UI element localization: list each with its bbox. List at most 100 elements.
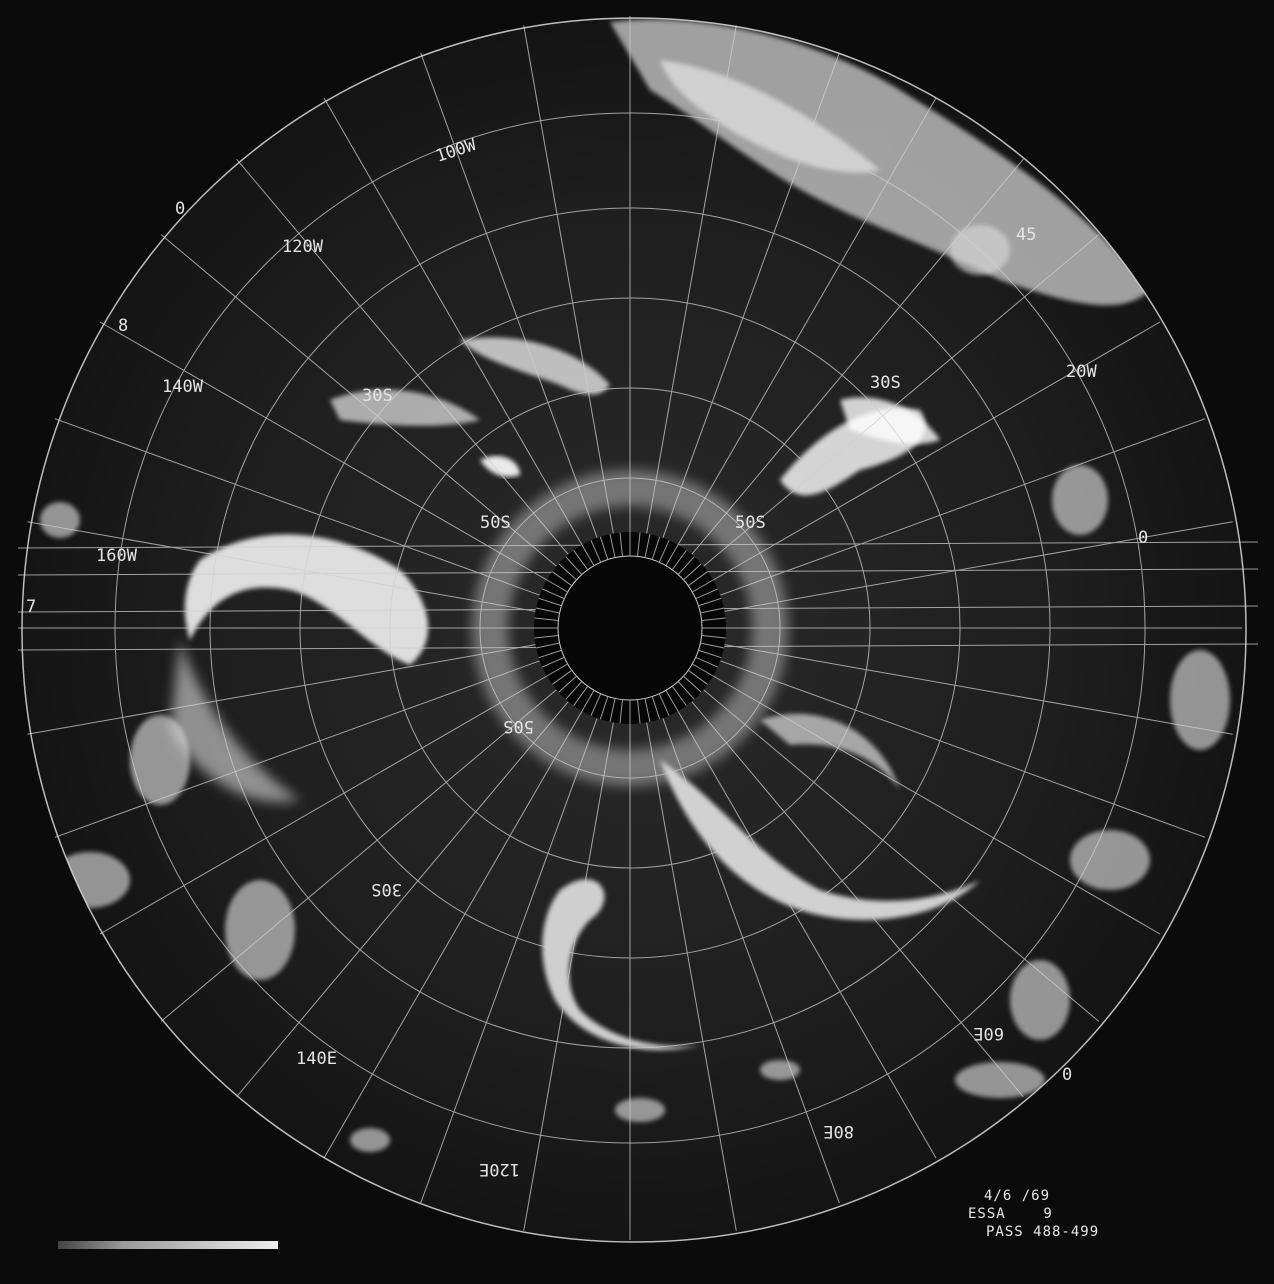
meridian-line <box>691 158 1024 555</box>
pole-tick <box>599 696 609 720</box>
pole-tick <box>535 607 560 614</box>
meridian-line <box>703 234 1100 567</box>
meridian-line <box>646 722 737 1231</box>
meridian-line <box>677 97 937 546</box>
pole-tick <box>581 544 595 566</box>
label-60e: 60E <box>973 1023 1004 1043</box>
pole-tick <box>581 690 595 712</box>
label-0-bottom: 0 <box>1062 1065 1072 1085</box>
pole-tick <box>665 690 679 712</box>
pole-tick <box>683 563 702 581</box>
caption-satellite: ESSA 9 <box>968 1206 1053 1222</box>
pole-tick <box>535 642 560 649</box>
pole-tick <box>651 696 661 720</box>
label-50s-lower: 50S <box>503 716 534 736</box>
pole-tick <box>701 635 726 639</box>
meridian-line <box>420 52 598 538</box>
pole-tick <box>558 675 577 693</box>
pole-tick <box>665 544 679 566</box>
label-50s-right: 50S <box>735 513 766 533</box>
pole-tick <box>698 597 722 607</box>
meridian-line <box>99 321 548 581</box>
label-0-right: 0 <box>1138 528 1148 548</box>
scale-bar <box>58 1241 278 1249</box>
meridian-line <box>662 52 840 538</box>
pole-tick <box>590 693 602 716</box>
pole-tick <box>687 571 708 587</box>
meridian-line <box>703 689 1100 1022</box>
meridian-line <box>420 718 598 1204</box>
pole-tick <box>677 681 695 700</box>
pole-tick <box>700 642 725 649</box>
pole-tick <box>619 699 623 724</box>
label-45: 45 <box>1016 225 1036 245</box>
meridian-line <box>99 675 548 935</box>
south-pole-mask <box>534 532 726 724</box>
meridian-line <box>712 675 1161 935</box>
pole-tick <box>546 579 568 593</box>
meridian-line <box>646 25 737 534</box>
meridian-line <box>691 701 1024 1098</box>
meridian-line <box>323 97 583 546</box>
pole-tick <box>695 656 718 668</box>
pole-tick <box>619 532 623 557</box>
label-30s-lower: 30S <box>371 879 402 899</box>
meridian-line <box>54 418 540 596</box>
pole-tick <box>565 556 583 575</box>
label-30s-right: 30S <box>870 373 901 393</box>
meridian-line <box>236 158 569 555</box>
meridian-line <box>677 710 937 1159</box>
pole-tick <box>692 663 714 677</box>
pole-tick <box>609 698 616 723</box>
pole-tick <box>683 675 702 693</box>
label-30s-left: 30S <box>362 386 393 406</box>
label-80e: 80E <box>823 1121 854 1141</box>
caption-date: 4/6 /69 <box>984 1188 1051 1204</box>
meridian-line <box>523 25 614 534</box>
pole-tick <box>644 698 651 723</box>
pole-tick <box>552 669 573 685</box>
caption-pass: PASS 488-499 <box>986 1224 1100 1240</box>
pole-tick <box>700 607 725 614</box>
pole-tick <box>671 550 687 571</box>
label-20w: 20W <box>1066 362 1097 382</box>
meridian-line <box>160 689 557 1022</box>
meridian-line <box>27 521 536 612</box>
pole-tick <box>692 579 714 593</box>
pole-tick <box>534 635 559 639</box>
label-0-top: 0 <box>175 199 185 219</box>
grid-labels: 100W 120W 140W 160W 20W 0 45 140E 120E 8… <box>26 135 1148 1179</box>
meridian-line <box>236 701 569 1098</box>
pole-tick <box>658 693 670 716</box>
meridian-line <box>662 718 840 1204</box>
meridian-line <box>724 644 1233 735</box>
pole-tick <box>599 536 609 560</box>
pole-tick <box>542 656 565 668</box>
label-140w: 140W <box>162 377 204 397</box>
pole-tick <box>651 536 661 560</box>
label-8: 8 <box>118 316 128 336</box>
pole-tick <box>677 556 695 575</box>
pole-tick <box>573 685 589 706</box>
pole-tick <box>542 588 565 600</box>
pole-tick <box>558 563 577 581</box>
label-160w: 160W <box>96 546 138 566</box>
pole-tick <box>687 669 708 685</box>
pole-tick <box>658 540 670 563</box>
label-120w: 120W <box>282 237 324 257</box>
pole-tick <box>698 649 722 659</box>
pole-tick <box>644 533 651 558</box>
meridian-line <box>712 321 1161 581</box>
meridian-line <box>523 722 614 1231</box>
meridian-line <box>724 521 1233 612</box>
pole-tick <box>534 617 559 621</box>
pole-tick <box>637 532 641 557</box>
pole-tick <box>538 649 562 659</box>
pole-tick <box>695 588 718 600</box>
meridian-line <box>27 644 536 735</box>
label-50s-left: 50S <box>480 513 511 533</box>
label-7: 7 <box>26 597 36 617</box>
meridian-line <box>720 418 1206 596</box>
pole-tick <box>671 685 687 706</box>
